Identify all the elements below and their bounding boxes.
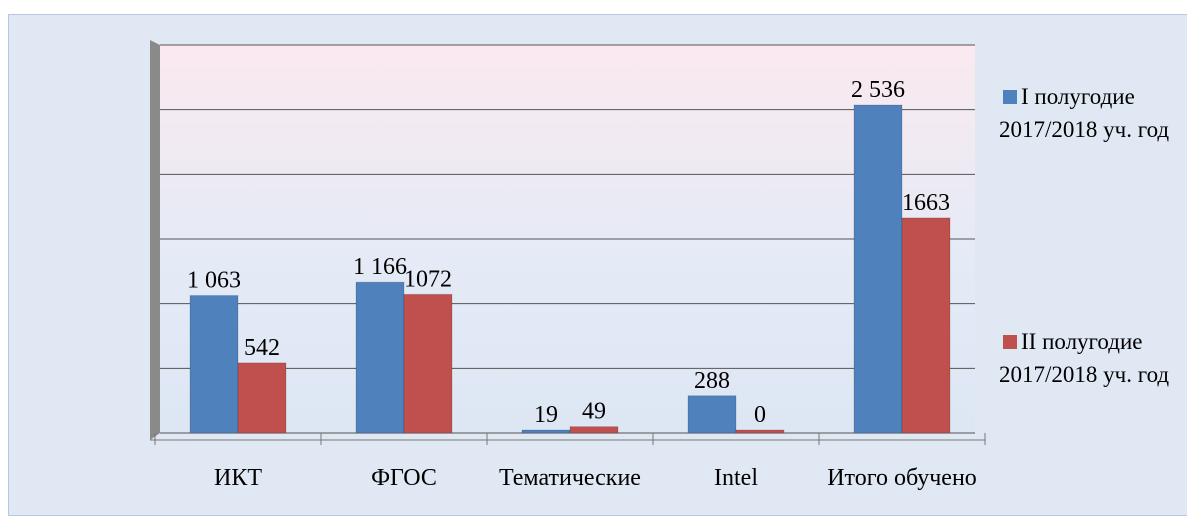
legend-label: II полугодие 2017/2018 уч. год xyxy=(999,329,1170,387)
bar xyxy=(901,217,951,434)
x-tick-label: Intel xyxy=(714,465,758,491)
data-label: 288 xyxy=(694,368,730,394)
bar xyxy=(569,426,619,434)
x-tick-label: ИКТ xyxy=(214,465,262,491)
data-label: 1072 xyxy=(404,266,452,292)
bar xyxy=(521,429,571,434)
legend-swatch xyxy=(1003,335,1017,349)
bar xyxy=(735,429,785,434)
legend-label: I полугодие 2017/2018 уч. год xyxy=(999,84,1170,142)
bar xyxy=(687,395,737,434)
x-tick-label: ФГОС xyxy=(371,465,437,491)
data-label: 1663 xyxy=(902,190,950,216)
data-label: 0 xyxy=(754,402,766,428)
data-label: 19 xyxy=(534,402,558,428)
bar xyxy=(403,293,453,434)
x-tick-label: Тематические xyxy=(499,465,641,491)
side-wall xyxy=(150,40,160,440)
data-label: 49 xyxy=(582,399,606,425)
bar xyxy=(355,281,405,434)
legend-swatch xyxy=(1003,90,1017,104)
data-label: 2 536 xyxy=(851,77,905,103)
x-tick-label: Итого обучено xyxy=(827,465,977,491)
data-label: 542 xyxy=(244,335,280,361)
bar xyxy=(853,104,903,434)
data-label: 1 166 xyxy=(353,254,407,280)
bar xyxy=(189,295,239,434)
bar xyxy=(237,362,287,434)
data-label: 1 063 xyxy=(187,268,241,294)
